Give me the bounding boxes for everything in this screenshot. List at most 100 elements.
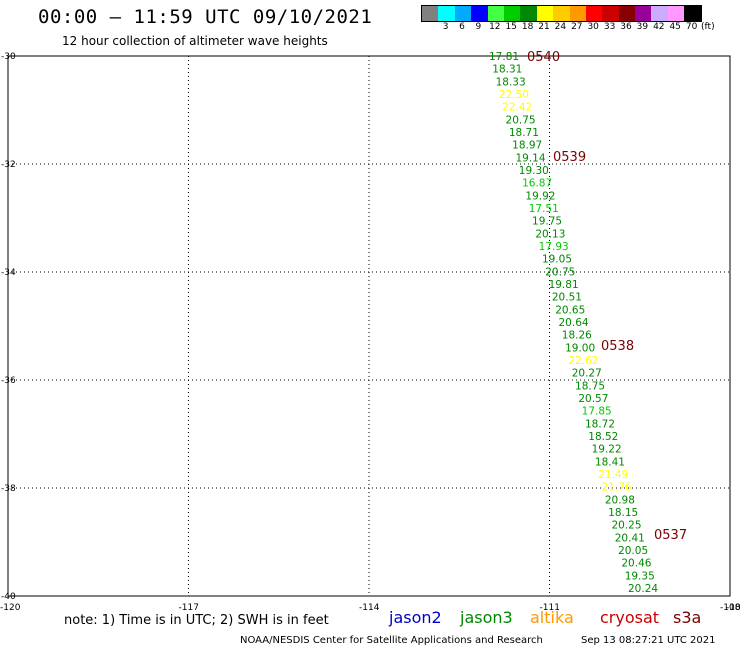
legend-cryosat: cryosat <box>600 608 660 627</box>
colorbar-label: 9 <box>475 22 482 32</box>
wave-height-value: 18.72 <box>585 418 615 430</box>
colorbar-swatch <box>536 6 554 21</box>
time-label: 0537 <box>654 528 687 543</box>
latitude-label: -34 <box>1 268 16 278</box>
wave-height-value: 18.15 <box>608 507 638 519</box>
latitude-label: -32 <box>1 160 16 170</box>
colorbar-swatch <box>454 6 472 21</box>
colorbar-label: 12 <box>489 22 501 32</box>
units-note: note: 1) Time is in UTC; 2) SWH is in fe… <box>64 613 329 628</box>
wave-height-value: 16.87 <box>522 178 552 190</box>
wave-height-value: 20.65 <box>555 304 585 316</box>
footer-credit: NOAA/NESDIS Center for Satellite Applica… <box>240 635 543 646</box>
wave-height-value: 19.92 <box>525 190 555 202</box>
colorbar-swatch <box>602 6 619 21</box>
wave-height-value: 18.31 <box>492 64 522 76</box>
colorbar-label: 18 <box>521 22 534 32</box>
wave-height-value: 17.85 <box>582 406 612 418</box>
colorbar-label: 3 <box>442 22 449 32</box>
colorbar-label: 42 <box>653 22 665 32</box>
latitude-label: -30 <box>1 52 16 62</box>
wave-height-value: 18.33 <box>496 76 526 88</box>
wave-height-value: 18.52 <box>588 431 618 443</box>
wave-height-value: 19.05 <box>542 254 572 266</box>
wave-height-value: 20.57 <box>578 393 608 405</box>
wave-height-value: 17.51 <box>529 203 559 215</box>
longitude-label: -10 <box>726 603 740 613</box>
wave-height-value: 19.14 <box>515 152 545 164</box>
colorbar-swatch <box>684 6 701 21</box>
legend-jason2: jason2 <box>389 608 442 627</box>
time-label: 0538 <box>601 339 634 354</box>
wave-height-value: 17.93 <box>539 241 569 253</box>
wave-height-value: 21.49 <box>598 469 628 481</box>
colorbar-swatch <box>585 6 603 21</box>
wave-height-value: 18.75 <box>575 380 605 392</box>
wave-height-value: 18.97 <box>512 140 542 152</box>
time-label: 0540 <box>527 50 560 65</box>
wave-height-value: 20.13 <box>535 228 565 240</box>
longitude-label: -117 <box>179 603 199 613</box>
wave-height-value: 20.25 <box>611 520 641 532</box>
colorbar-swatch <box>503 6 521 21</box>
latitude-label: -36 <box>1 376 16 386</box>
longitude-label: -108 <box>720 603 740 613</box>
colorbar-label: 27 <box>571 22 583 32</box>
wave-height-value: 20.64 <box>559 317 589 329</box>
colorbar-unit: (ft) <box>701 22 715 32</box>
colorbar-label: 6 <box>459 22 465 32</box>
latitude-label: -38 <box>1 484 16 494</box>
colorbar-swatch <box>651 6 668 21</box>
wave-height-value: 20.05 <box>618 545 648 557</box>
wave-height-value: 22.62 <box>568 355 598 367</box>
colorbar-label: 39 <box>636 22 649 32</box>
legend-s3a: s3a <box>673 608 702 627</box>
legend-altika: altika <box>530 608 574 627</box>
wave-height-value: 18.26 <box>562 330 592 342</box>
wave-height-value: 20.75 <box>545 266 575 278</box>
colorbar-swatch <box>667 6 685 21</box>
colorbar-swatch <box>569 6 586 21</box>
wave-height-value: 19.00 <box>565 342 595 354</box>
footer-timestamp: Sep 13 08:27:21 UTC 2021 <box>581 635 716 646</box>
colorbar-swatch <box>618 6 636 21</box>
wave-height-value: 20.24 <box>628 583 658 595</box>
colorbar-label: 24 <box>554 22 567 32</box>
wave-height-value: 17.81 <box>489 51 519 63</box>
wave-height-value: 20.75 <box>506 114 536 126</box>
colorbar-swatch <box>471 6 488 21</box>
time-label: 0539 <box>553 150 586 165</box>
page-subtitle: 12 hour collection of altimeter wave hei… <box>62 34 328 48</box>
page-title: 00:00 – 11:59 UTC 09/10/2021 <box>38 6 373 28</box>
longitude-label: -114 <box>359 603 380 613</box>
wave-height-value: 20.41 <box>615 532 645 544</box>
colorbar-swatch <box>635 6 652 21</box>
colorbar-label: 36 <box>620 22 632 32</box>
legend-jason3: jason3 <box>460 608 513 627</box>
longitude-label: -120 <box>0 603 21 613</box>
wave-height-value: 19.22 <box>592 444 622 456</box>
wave-height-value: 20.27 <box>572 368 602 380</box>
wave-height-value: 18.41 <box>595 456 625 468</box>
wave-height-value: 22.50 <box>499 89 529 101</box>
colorbar-swatch <box>520 6 537 21</box>
colorbar-label: 15 <box>505 22 517 32</box>
colorbar-label: 30 <box>587 22 599 32</box>
colorbar-swatch <box>553 6 570 21</box>
colorbar-label: 33 <box>603 22 616 32</box>
wave-height-value: 19.30 <box>519 165 549 177</box>
wave-height-value: 20.98 <box>605 494 635 506</box>
wave-height-value: 20.51 <box>552 292 582 304</box>
wave-height-colorbar <box>421 5 702 22</box>
wave-height-value: 21.76 <box>602 482 632 494</box>
wave-height-value: 19.81 <box>549 279 579 291</box>
colorbar-label: 70 <box>685 22 698 32</box>
wave-height-value: 19.75 <box>532 216 562 228</box>
colorbar-swatch <box>438 6 455 21</box>
latitude-label: -40 <box>1 592 16 602</box>
wave-height-value: 22.42 <box>502 102 532 114</box>
wave-height-value: 20.46 <box>621 558 651 570</box>
colorbar-label: 45 <box>669 22 681 32</box>
longitude-label: -111 <box>540 603 560 613</box>
